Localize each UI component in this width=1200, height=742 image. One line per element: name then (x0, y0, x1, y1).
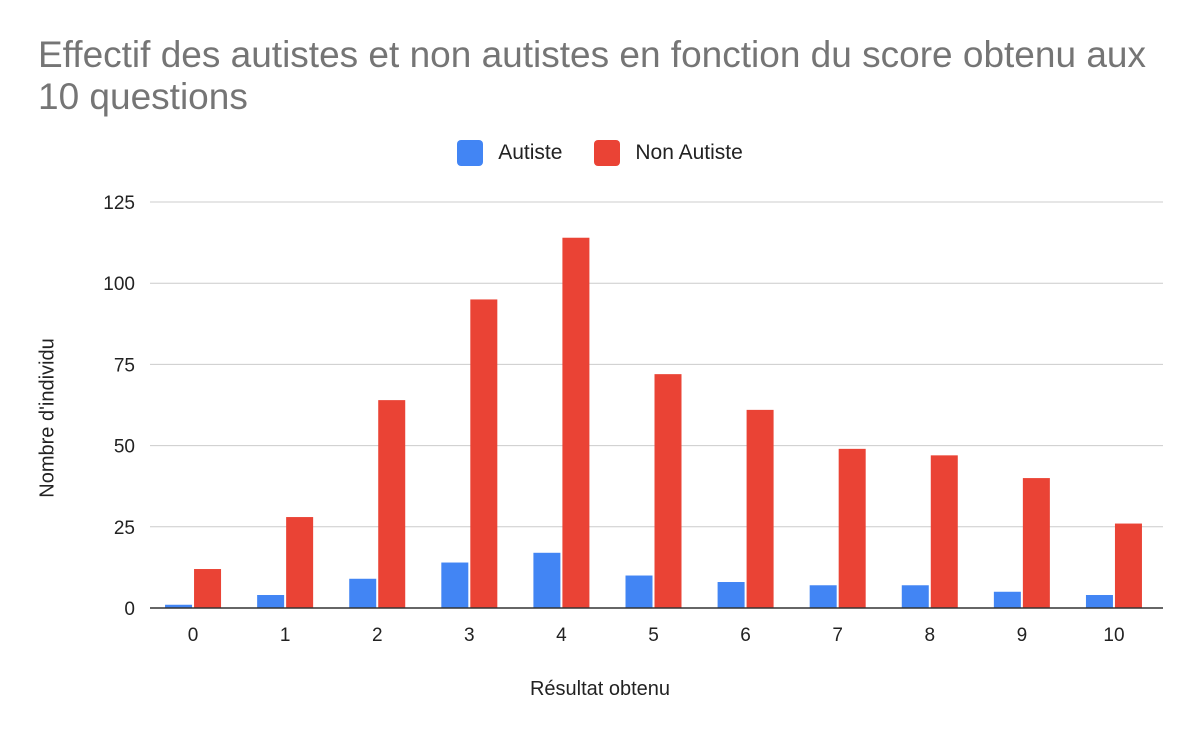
bar-non-autiste (930, 455, 958, 608)
x-tick-label: 4 (556, 625, 567, 646)
x-tick-label: 7 (832, 625, 843, 646)
x-tick-label: 3 (464, 625, 475, 646)
bar-non-autiste (838, 448, 866, 608)
x-tick-label: 10 (1103, 625, 1124, 646)
legend-label-autiste: Autiste (498, 141, 563, 164)
legend: Autiste Non Autiste (0, 138, 1200, 168)
bar-autiste (533, 552, 561, 608)
bar-non-autiste (286, 517, 314, 608)
bar-non-autiste (654, 374, 682, 608)
bar-autiste (717, 582, 745, 608)
bar-autiste (257, 595, 285, 608)
x-tick-label: 1 (280, 625, 291, 646)
bar-non-autiste (746, 409, 774, 608)
bar-autiste (809, 585, 837, 608)
x-tick-label: 6 (740, 625, 751, 646)
legend-label-non-autiste: Non Autiste (635, 141, 743, 164)
x-axis-label: Résultat obtenu (529, 678, 671, 700)
y-axis-label: Nombre d'individu (36, 338, 59, 498)
bar-autiste (349, 578, 377, 608)
legend-swatch-non-autiste (594, 140, 621, 166)
bar-autiste (1085, 595, 1113, 608)
y-tick-label: 75 (114, 355, 135, 376)
y-tick-label: 25 (114, 518, 135, 539)
bar-non-autiste (1114, 523, 1142, 608)
legend-item-non-autiste: Non Autiste (594, 140, 743, 166)
legend-swatch-autiste (457, 140, 484, 166)
bar-non-autiste (194, 569, 222, 608)
y-tick-label: 50 (114, 437, 135, 458)
y-tick-label: 125 (103, 193, 135, 214)
bar-autiste (625, 575, 653, 608)
bar-autiste (993, 591, 1021, 608)
bar-non-autiste (562, 237, 590, 608)
x-tick-label: 5 (648, 625, 659, 646)
y-tick-label: 0 (124, 599, 135, 620)
chart-title: Effectif des autistes et non autistes en… (38, 34, 1146, 117)
x-tick-label: 8 (924, 625, 935, 646)
x-tick-label: 0 (188, 625, 199, 646)
bar-non-autiste (470, 299, 498, 608)
x-tick-label: 2 (372, 625, 383, 646)
bar-non-autiste (378, 400, 406, 608)
bar-autiste (901, 585, 929, 608)
bar-non-autiste (1022, 478, 1050, 608)
legend-item-autiste: Autiste (457, 140, 562, 166)
y-tick-label: 100 (103, 274, 135, 295)
bar-autiste (441, 562, 469, 608)
bar-autiste (165, 604, 193, 608)
x-tick-label: 9 (1017, 625, 1028, 646)
